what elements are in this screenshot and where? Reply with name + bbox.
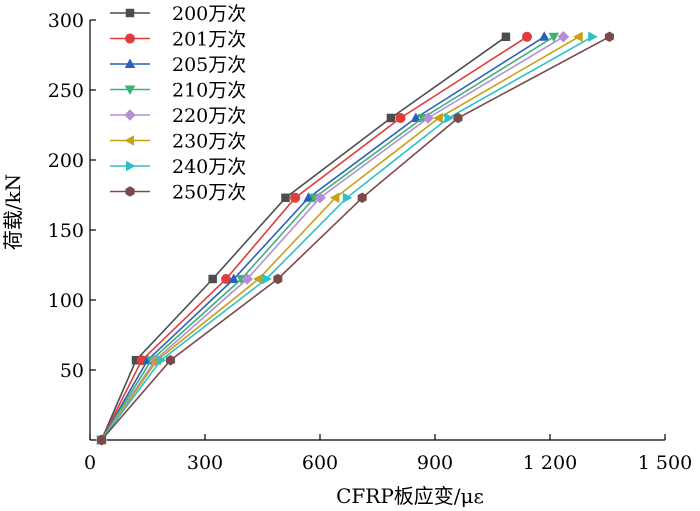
data-point — [573, 31, 583, 43]
y-tick-label: 250 — [48, 80, 84, 102]
x-tick-label: 900 — [417, 452, 453, 474]
legend-label: 230万次 — [172, 131, 246, 153]
data-point — [422, 112, 434, 124]
series-5 — [95, 31, 570, 446]
data-point — [444, 112, 454, 124]
x-axis-title: CFRP板应变/με — [336, 484, 484, 508]
data-point — [433, 112, 443, 124]
data-point — [281, 193, 290, 203]
y-tick-label: 150 — [48, 220, 84, 242]
data-point — [329, 192, 340, 204]
series-line — [100, 36, 528, 441]
data-point — [410, 112, 422, 122]
data-point — [241, 273, 253, 285]
legend-marker — [124, 109, 136, 121]
series-line — [100, 36, 555, 441]
legend-marker — [124, 58, 136, 68]
data-point — [253, 273, 263, 285]
legend-label: 200万次 — [172, 3, 246, 25]
legend-marker — [124, 85, 136, 95]
data-point — [522, 31, 532, 42]
legend-entry: 200万次 — [110, 3, 246, 25]
legend-label: 220万次 — [172, 105, 246, 127]
data-point — [314, 192, 326, 204]
data-point — [262, 273, 272, 285]
legend-marker — [124, 135, 134, 146]
data-point — [228, 273, 239, 283]
data-point — [539, 31, 550, 41]
x-tick-label: 1 500 — [638, 452, 692, 474]
legend-label: 210万次 — [172, 80, 246, 102]
data-point — [604, 31, 614, 43]
data-point — [557, 31, 570, 43]
series-layer — [95, 31, 614, 446]
legend-entry: 201万次 — [110, 29, 246, 51]
series-line — [100, 36, 564, 441]
series-6 — [96, 31, 583, 446]
legend-entry: 205万次 — [110, 54, 246, 76]
x-tick-label: 1 200 — [523, 452, 577, 474]
legend-marker — [125, 33, 135, 44]
data-point — [548, 32, 560, 43]
legend-marker — [125, 186, 135, 197]
data-point — [156, 354, 167, 366]
legend-label: 240万次 — [172, 156, 246, 178]
x-tick-label: 0 — [84, 452, 96, 474]
data-point — [453, 112, 463, 124]
data-point — [96, 434, 107, 446]
data-point — [165, 354, 176, 366]
data-point — [221, 274, 232, 284]
y-tick-label: 100 — [48, 290, 84, 312]
y-tick-label: 300 — [48, 10, 84, 32]
data-point — [273, 273, 283, 285]
series-8 — [96, 31, 614, 446]
data-point — [290, 192, 301, 203]
data-point — [131, 355, 141, 365]
y-tick-label: 50 — [60, 360, 84, 382]
series-line — [100, 36, 580, 441]
series-line — [100, 36, 507, 441]
legend-entry: 220万次 — [110, 105, 246, 127]
legend: 200万次 201万次 205万次 210万次 220万次 230万次 240万次 250万次 — [110, 3, 246, 204]
legend-label: 250万次 — [172, 182, 246, 204]
series-line — [100, 36, 610, 441]
series-line — [100, 36, 545, 441]
legend-entry: 240万次 — [110, 156, 246, 178]
legend-label: 201万次 — [172, 29, 246, 51]
legend-entry: 250万次 — [110, 182, 246, 204]
y-tick-label: 200 — [48, 150, 84, 172]
legend-marker — [126, 160, 136, 172]
series-1 — [97, 32, 511, 445]
data-point — [357, 192, 367, 204]
series-2 — [96, 31, 532, 445]
y-axis-title: 荷载/kN — [1, 174, 25, 250]
x-tick-label: 300 — [187, 452, 223, 474]
legend-entry: 210万次 — [110, 80, 246, 102]
legend-label: 205万次 — [172, 54, 246, 76]
data-point — [588, 31, 598, 43]
data-point — [208, 274, 217, 284]
x-tick-label: 600 — [302, 452, 338, 474]
data-point — [303, 192, 314, 202]
data-point — [395, 113, 406, 123]
data-point — [386, 113, 396, 123]
legend-entry: 230万次 — [110, 131, 246, 153]
series-line — [100, 36, 593, 441]
axes: 0 300 600 900 1 200 1 500 50 100 150 200 250 300 — [48, 10, 692, 474]
data-point — [501, 32, 511, 42]
legend-marker — [125, 8, 135, 18]
data-point — [342, 192, 353, 204]
